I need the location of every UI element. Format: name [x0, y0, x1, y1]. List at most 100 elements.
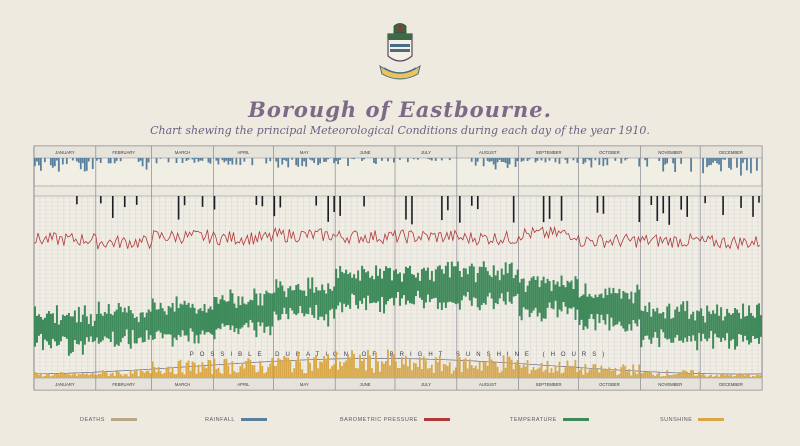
- sunshine-bar: [121, 375, 124, 378]
- rainfall-bar: [606, 158, 609, 166]
- sunshine-bar: [329, 368, 331, 378]
- sunshine-bar: [414, 363, 417, 378]
- temperature-range-bar: [257, 305, 260, 322]
- legend-swatch: [110, 418, 137, 422]
- rainfall-bar: [750, 158, 752, 174]
- sunshine-bar: [63, 373, 66, 378]
- rainfall-bar: [137, 158, 140, 162]
- sunshine-bar: [482, 362, 485, 378]
- rainfall-bar: [658, 158, 661, 161]
- sunshine-bar: [195, 373, 198, 378]
- sunshine-bar: [474, 365, 477, 378]
- sunshine-bar: [375, 352, 377, 378]
- temperature-range-bar: [490, 277, 493, 299]
- temperature-range-bar: [371, 275, 374, 303]
- temperature-range-bar: [149, 311, 152, 336]
- rainfall-bar: [363, 158, 365, 160]
- legend-label: TEMPERATURE: [510, 417, 557, 423]
- temperature-range-bar: [414, 277, 417, 297]
- sunshine-bar: [486, 365, 489, 378]
- sunshine-bar: [215, 369, 218, 378]
- sunshine-bar: [307, 356, 310, 378]
- temperature-range-bar: [121, 312, 124, 338]
- sunshine-bar: [428, 368, 431, 378]
- sunshine-bar: [710, 374, 712, 378]
- sunshine-bar: [618, 374, 621, 378]
- rainfall-bar: [398, 158, 401, 160]
- rainfall-bar: [440, 158, 443, 161]
- rainfall-bar: [167, 158, 170, 163]
- sunshine-bar: [760, 375, 762, 378]
- month-label-top: DECEMBER: [719, 150, 743, 155]
- temperature-range-bar: [736, 309, 739, 347]
- temperature-range-bar: [448, 277, 451, 302]
- rainfall-bar: [277, 158, 280, 168]
- sunshine-bar: [704, 375, 706, 378]
- temperature-range-bar: [169, 307, 172, 335]
- rainfall-bar: [426, 158, 429, 159]
- temperature-range-bar: [377, 275, 380, 302]
- sunshine-bar: [538, 367, 541, 378]
- rainfall-bar: [393, 158, 395, 163]
- rainfall-bar: [265, 158, 268, 164]
- temperature-range-bar: [153, 302, 156, 339]
- sunshine-bar: [51, 375, 54, 378]
- rainfall-bar: [291, 158, 294, 160]
- temperature-range-bar: [101, 315, 104, 341]
- temperature-range-bar: [704, 322, 707, 339]
- legend-swatch: [423, 418, 450, 422]
- sunshine-bar: [353, 353, 355, 378]
- sunshine-bar: [638, 364, 641, 378]
- temperature-range-bar: [337, 278, 340, 306]
- sunshine-bar: [185, 362, 188, 378]
- temperature-range-bar: [155, 309, 158, 332]
- temperature-range-bar: [67, 312, 70, 356]
- temperature-range-bar: [179, 303, 182, 337]
- sunshine-bar: [189, 370, 192, 378]
- temperature-range-bar: [592, 297, 595, 320]
- sunshine-bar: [586, 372, 589, 378]
- rainfall-bar: [87, 158, 90, 162]
- sunshine-bar: [379, 371, 381, 378]
- temperature-range-bar: [502, 274, 505, 302]
- rainfall-bar: [666, 158, 669, 164]
- rainfall-bar: [319, 158, 322, 164]
- sunshine-bar: [420, 368, 423, 378]
- temperature-range-bar: [542, 276, 545, 319]
- rainfall-bar: [416, 158, 419, 160]
- sunshine-bar: [291, 372, 294, 378]
- sunshine-bar: [646, 371, 649, 378]
- sunshine-bar: [708, 375, 710, 378]
- temperature-range-bar: [494, 275, 497, 303]
- sunshine-bar: [371, 368, 373, 378]
- sunshine-bar: [750, 376, 752, 378]
- sunshine-bar: [458, 357, 461, 378]
- sunshine-bar: [508, 356, 511, 378]
- sunshine-bar: [71, 374, 74, 378]
- temperature-range-bar: [676, 306, 679, 335]
- sunshine-bar: [480, 370, 483, 378]
- temperature-range-bar: [608, 287, 611, 331]
- sunshine-bar: [416, 366, 419, 378]
- temperature-range-bar: [199, 308, 202, 335]
- temperature-range-bar: [732, 313, 735, 340]
- temperature-range-bar: [233, 303, 236, 333]
- sunshine-bar: [303, 373, 306, 378]
- temperature-range-bar: [295, 285, 298, 316]
- temperature-range-bar: [630, 291, 633, 331]
- sunshine-bar: [738, 374, 740, 378]
- sunshine-bar: [650, 371, 653, 378]
- temperature-range-bar: [532, 276, 535, 311]
- sunshine-bar: [181, 372, 184, 378]
- temperature-range-bar: [171, 302, 174, 347]
- rainfall-bar: [490, 158, 493, 162]
- sunshine-bar: [155, 372, 158, 378]
- temperature-range-bar: [65, 315, 68, 339]
- sunshine-bar: [752, 375, 754, 378]
- sunshine-bar: [235, 372, 238, 378]
- sunshine-bar: [518, 365, 521, 378]
- sunshine-bar: [642, 372, 645, 378]
- sunshine-bar: [408, 359, 411, 378]
- sunshine-bar: [355, 367, 357, 378]
- sunshine-bar: [115, 371, 118, 378]
